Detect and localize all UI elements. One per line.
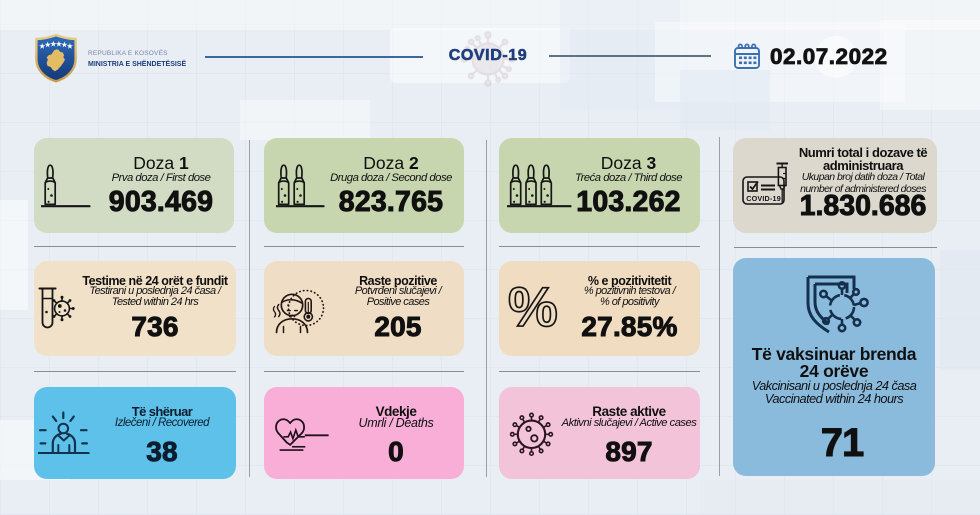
svg-text:COVID-19: COVID-19 (746, 194, 781, 203)
